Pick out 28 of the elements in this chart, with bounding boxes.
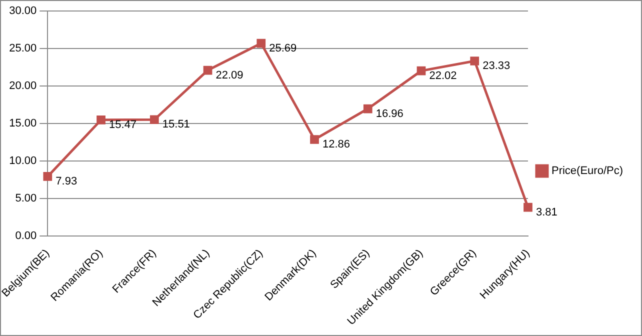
y-tick-label: 15.00: [9, 117, 37, 130]
y-tick-label: 25.00: [9, 42, 37, 55]
data-label: 15.51: [162, 118, 190, 131]
point: [256, 38, 266, 48]
data-label: 22.02: [429, 70, 457, 82]
y-tick-label: 0.00: [15, 230, 37, 242]
data-label: 23.33: [482, 60, 510, 72]
point: [470, 56, 480, 66]
point: [310, 135, 319, 144]
point: [203, 66, 212, 75]
point: [524, 202, 532, 212]
data-label: 12.86: [322, 138, 350, 151]
legend-label: Price(Euro/Pc): [551, 165, 624, 178]
point: [363, 104, 372, 114]
point: [150, 115, 159, 124]
point: [43, 172, 52, 181]
y-tick-label: 10.00: [9, 154, 37, 167]
data-label: 22.09: [216, 69, 244, 82]
y-tick-label: 20.00: [9, 80, 37, 92]
point: [416, 66, 426, 76]
data-label: 16.96: [376, 108, 404, 120]
data-label: 7.93: [56, 175, 78, 188]
y-tick-label: 30.00: [9, 5, 37, 18]
data-label: 15.47: [109, 118, 137, 131]
y-tick-label: 5.00: [15, 192, 37, 204]
data-label: 3.81: [536, 206, 558, 218]
data-label: 25.69: [269, 42, 297, 54]
point: [96, 115, 106, 124]
